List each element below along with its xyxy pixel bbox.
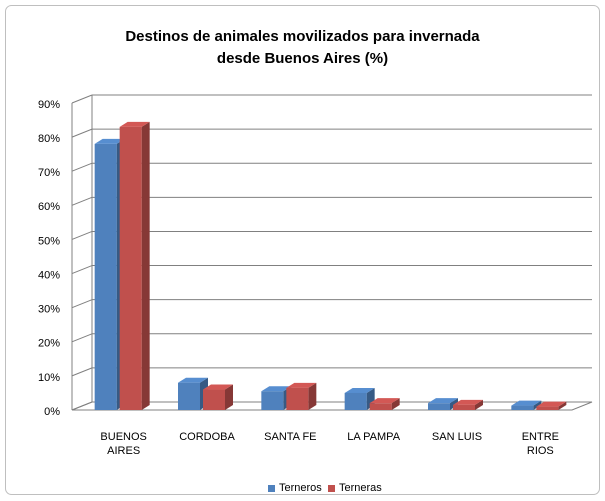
bar-side [308, 382, 317, 410]
chart-title: Destinos de animales movilizados para in… [125, 28, 480, 45]
bar [178, 377, 208, 410]
grid-line-side [71, 162, 93, 172]
bar-side [475, 399, 483, 410]
bar-top [344, 387, 375, 393]
grid-line [71, 162, 592, 172]
bar-side [225, 384, 233, 410]
y-tick-label: 90% [38, 99, 60, 111]
grid-line-side [71, 265, 93, 275]
y-tick-label: 10% [38, 372, 60, 384]
x-tick-label: LA PAMPA [347, 431, 401, 443]
bar-front [94, 143, 117, 410]
grid-line-side [71, 230, 93, 240]
grid-line-side [71, 367, 93, 377]
bar [203, 384, 233, 410]
bar-top [94, 138, 125, 144]
grid-line [71, 128, 592, 138]
y-tick-label: 80% [38, 133, 60, 145]
bar-front [453, 404, 475, 410]
bar-top [178, 377, 208, 383]
bar-front [428, 403, 450, 410]
y-tick-label: 70% [38, 167, 60, 179]
grid-line-side [71, 401, 93, 411]
bar-front [286, 387, 309, 410]
bar-front [369, 403, 392, 410]
y-tick-label: 40% [38, 269, 60, 281]
y-tick-label: 50% [38, 235, 60, 247]
bar-side [450, 398, 458, 410]
legend-label: Terneros [279, 482, 322, 494]
grid-line [71, 196, 592, 206]
grid-line [71, 94, 592, 104]
legend-item: Terneras [328, 482, 382, 494]
bar-top [286, 382, 317, 388]
grid-line [71, 333, 592, 343]
grid-line-side [71, 94, 93, 104]
bar-front [511, 405, 534, 410]
x-tick-label: ENTRE RIOS [521, 431, 559, 457]
chart-border [5, 5, 600, 495]
bar-top [119, 121, 150, 127]
bar-side [141, 121, 150, 410]
y-tick-label: 20% [38, 338, 60, 350]
bar-top [203, 384, 233, 390]
grid-line [71, 367, 592, 377]
y-tick-label: 60% [38, 201, 60, 213]
bar-top [511, 400, 542, 406]
x-tick-label: SANTA FE [264, 431, 317, 443]
bar-front [536, 406, 559, 410]
grid-line-side [71, 333, 93, 343]
legend-swatch [268, 484, 275, 492]
bar-top [369, 398, 400, 404]
x-tick-label: BUENOS AIRES [100, 431, 147, 457]
grid-line [71, 299, 592, 309]
bar-front [203, 389, 225, 410]
bar [369, 398, 400, 410]
grid-line-side [71, 299, 93, 309]
bar-front [178, 382, 200, 410]
bar-side [558, 401, 567, 410]
bar-side [391, 398, 400, 410]
x-tick-label: SAN LUIS [431, 431, 483, 443]
bar-front [119, 126, 142, 410]
bar [286, 382, 317, 410]
bar-front [344, 392, 367, 410]
bar-top [261, 386, 292, 392]
bar-top [428, 398, 458, 404]
legend-label: Terneras [339, 482, 382, 494]
bar-front [261, 391, 284, 410]
legend-swatch [328, 484, 335, 492]
chart-title: desde Buenos Aires (%) [216, 50, 389, 67]
y-tick-label: 0% [44, 406, 60, 418]
bar [119, 121, 150, 410]
bar [453, 399, 483, 410]
bar-top [453, 399, 483, 405]
grid-line [71, 265, 592, 275]
grid-line [71, 230, 592, 240]
legend-item: Terneros [268, 482, 322, 494]
bar-side [533, 400, 542, 410]
bar [536, 401, 567, 410]
x-tick-label: CORDOBA [179, 431, 235, 443]
grid-line [71, 401, 592, 411]
bar-top [536, 401, 567, 407]
grid-line-side [71, 128, 93, 138]
y-tick-label: 30% [38, 304, 60, 316]
bar [428, 398, 458, 410]
bar [511, 400, 542, 410]
grid-line-side [71, 196, 93, 206]
